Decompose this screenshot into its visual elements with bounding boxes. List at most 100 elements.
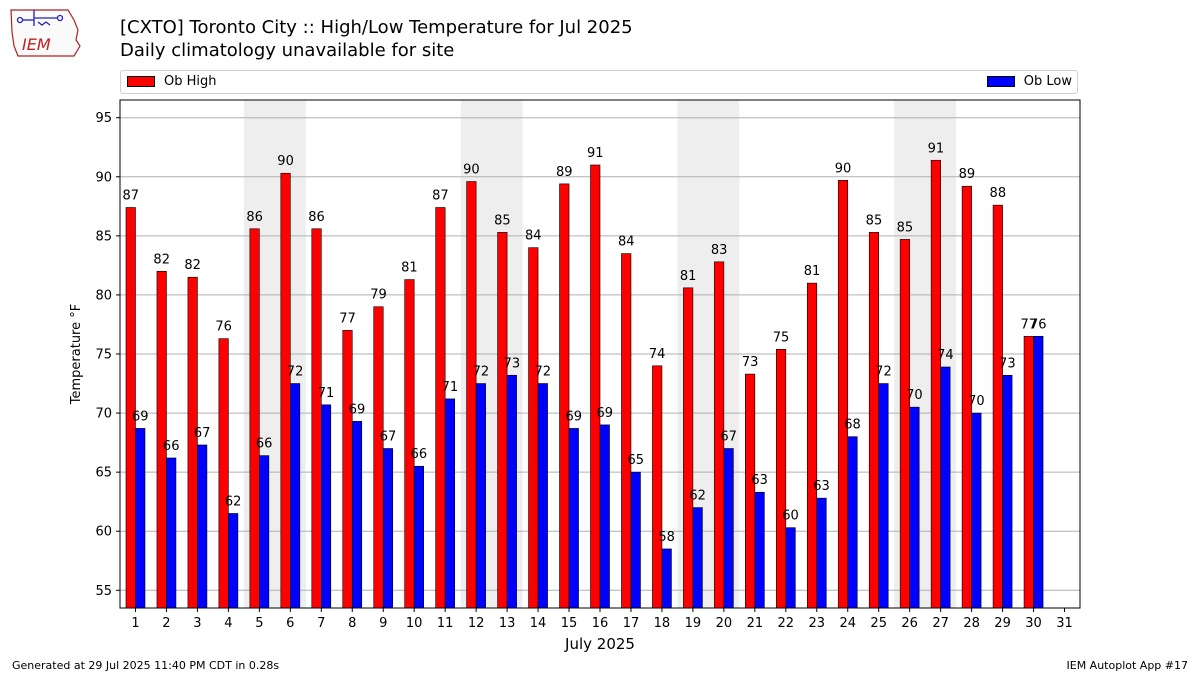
bar-low <box>475 383 486 609</box>
bar-high <box>899 239 910 609</box>
bar-label-high: 73 <box>742 355 759 370</box>
bar-low <box>971 412 982 609</box>
bar-low <box>661 548 672 609</box>
x-tick-label: 10 <box>406 616 423 631</box>
bar-label-high: 82 <box>153 252 170 267</box>
bar-low <box>878 383 889 609</box>
state-outline <box>10 9 81 57</box>
x-tick-label: 9 <box>379 616 387 631</box>
bar-low <box>568 428 579 609</box>
bar-low <box>290 383 301 609</box>
bar-label-low: 60 <box>782 509 799 524</box>
generated-timestamp: Generated at 29 Jul 2025 11:40 PM CDT in… <box>12 659 280 672</box>
bar-label-high: 79 <box>370 288 387 303</box>
bar-low <box>816 497 827 609</box>
bar-label-high: 77 <box>1021 317 1038 332</box>
x-tick-label: 24 <box>839 616 856 631</box>
bar-high <box>404 279 415 609</box>
bar-label-low: 72 <box>535 365 552 380</box>
bar-label-high: 81 <box>804 264 821 279</box>
iem-logo: IEM <box>10 9 81 57</box>
bar-label-high: 87 <box>432 189 449 204</box>
bar-high <box>590 164 601 609</box>
x-tick-label: 29 <box>994 616 1011 631</box>
bar-label-low: 73 <box>504 356 521 371</box>
temperature-bar-chart: 8769826682677662866690728671776979678166… <box>69 99 1081 653</box>
bar-low <box>723 448 734 609</box>
x-tick-label: 19 <box>685 616 702 631</box>
bar-label-low: 58 <box>658 530 675 545</box>
bar-label-high: 88 <box>990 186 1007 201</box>
bar-high <box>466 181 477 609</box>
chart-subtitle: Daily climatology unavailable for site <box>120 40 455 61</box>
bar-label-high: 85 <box>494 213 511 228</box>
bar-label-low: 66 <box>411 447 428 462</box>
x-tick-label: 6 <box>286 616 294 631</box>
y-axis: 55 60 65 70 75 80 85 90 95 <box>95 111 120 599</box>
x-tick-label: 17 <box>623 616 640 631</box>
bar-label-high: 89 <box>556 165 573 180</box>
bar-label-high: 86 <box>308 210 325 225</box>
legend-swatch-high <box>127 76 155 87</box>
bar-label-low: 69 <box>596 406 613 421</box>
y-tick-label: 55 <box>95 584 112 599</box>
bar-label-high: 90 <box>835 161 852 176</box>
bar-low <box>259 455 270 609</box>
y-tick-label: 65 <box>95 466 112 481</box>
bar-high <box>559 183 570 609</box>
chart-legend: Ob High Ob Low <box>120 70 1078 94</box>
bar-low <box>135 428 146 609</box>
bar-label-low: 62 <box>225 494 242 509</box>
x-tick-label: 22 <box>778 616 795 631</box>
bar-label-high: 85 <box>866 213 883 228</box>
bar-label-low: 66 <box>163 439 180 454</box>
bar-label-high: 87 <box>122 189 139 204</box>
bar-low <box>413 465 424 609</box>
bar-label-low: 68 <box>844 418 861 433</box>
x-axis: 1 2 3 4 5 6 7 8 9 10 11 12 13 14 15 16 17 18 19 20 21 22 23 24 2… <box>131 608 1073 631</box>
x-tick-label: 7 <box>317 616 325 631</box>
x-tick-label: 1 <box>131 616 139 631</box>
bar-low <box>351 421 363 609</box>
x-axis-label: July 2025 <box>564 635 635 653</box>
x-tick-label: 31 <box>1056 616 1073 631</box>
bar-low <box>754 491 765 609</box>
x-tick-label: 13 <box>499 616 516 631</box>
bar-label-high: 83 <box>711 243 728 258</box>
bar-label-low: 72 <box>875 365 892 380</box>
bar-high <box>249 228 260 609</box>
bar-high <box>776 348 787 609</box>
bar-label-high: 81 <box>680 269 697 284</box>
bar-high <box>868 232 880 609</box>
bar-low <box>940 366 951 609</box>
bar-high <box>435 207 446 609</box>
logo-text: IEM <box>22 35 51 54</box>
bar-label-low: 71 <box>318 386 335 401</box>
bar-low <box>630 471 641 609</box>
bar-label-high: 90 <box>463 163 480 178</box>
bar-high <box>342 330 353 609</box>
x-tick-label: 11 <box>437 616 454 631</box>
chart-title: [CXTO] Toronto City :: High/Low Temperat… <box>120 17 633 38</box>
y-tick-label: 80 <box>95 288 112 303</box>
y-axis-label: Temperature °F <box>69 304 84 405</box>
app-credit: IEM Autoplot App #17 <box>1066 659 1189 672</box>
y-tick-label: 75 <box>95 348 112 363</box>
bar-high <box>683 287 694 609</box>
bar-label-low: 70 <box>906 388 923 403</box>
y-tick-label: 85 <box>95 229 112 244</box>
bar-low <box>382 448 394 609</box>
bar-low <box>444 398 455 609</box>
bar-high <box>1023 335 1034 609</box>
bar-high <box>373 306 384 609</box>
bar-label-low: 71 <box>442 380 459 395</box>
x-tick-label: 15 <box>561 616 578 631</box>
bar-label-low: 76 <box>1030 317 1047 332</box>
bar-label-low: 69 <box>349 402 366 417</box>
bar-low <box>599 424 610 609</box>
bar-label-low: 69 <box>566 409 583 424</box>
bar-label-high: 77 <box>339 311 356 326</box>
bar-high <box>621 253 632 609</box>
bar-high <box>806 282 818 609</box>
bar-label-low: 70 <box>968 394 985 409</box>
